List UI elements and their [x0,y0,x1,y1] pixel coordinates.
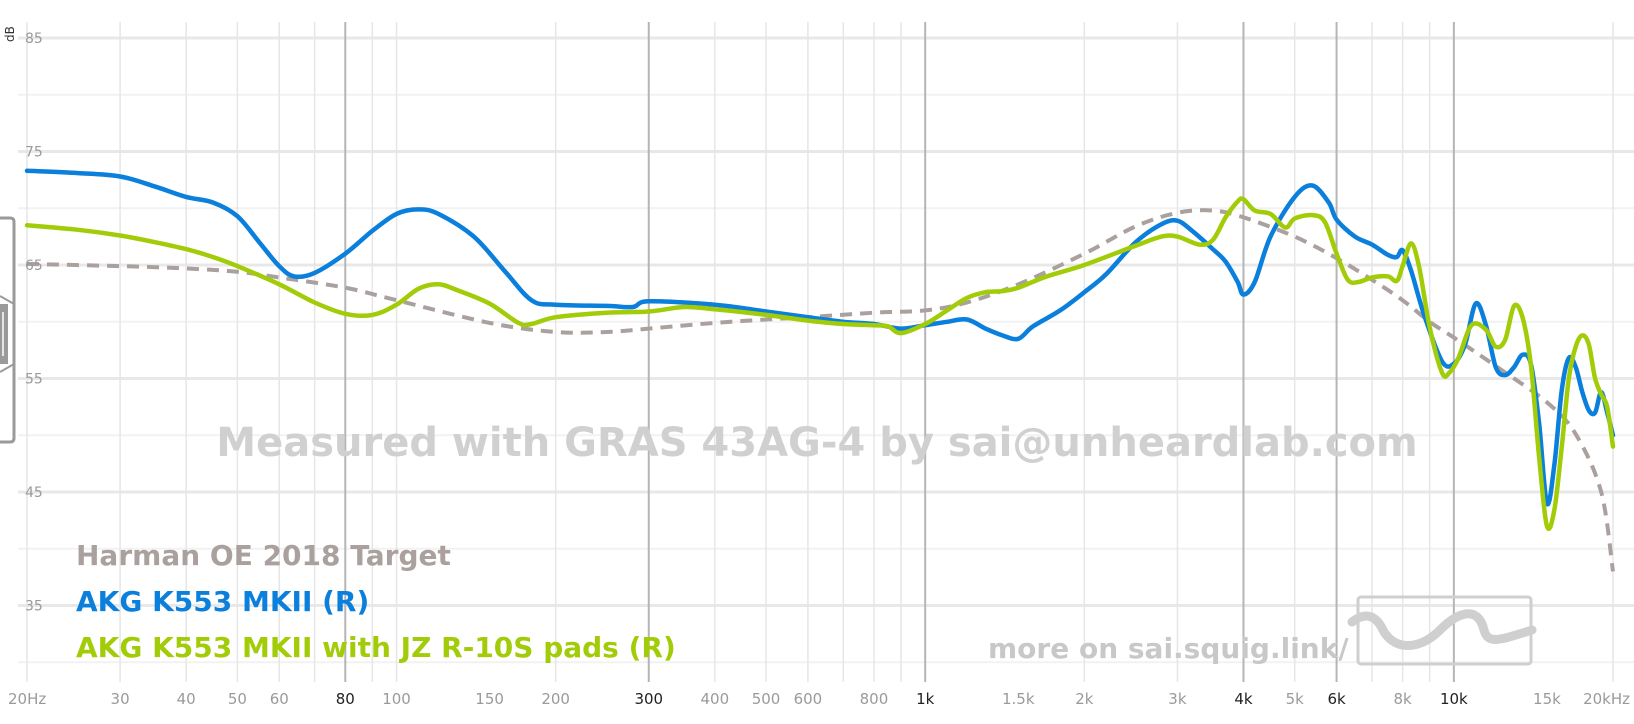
x-tick-label: 600 [794,690,823,708]
x-tick-label: 60 [270,690,289,708]
legend-entry-1[interactable]: AKG K553 MKII (R) [76,585,369,618]
x-tick-label: 1k [916,690,935,708]
watermark-text: Measured with GRAS 43AG-4 by sai@unheard… [216,420,1417,466]
series-line-2 [24,196,1616,532]
x-tick-label: 1.5k [1002,690,1035,708]
x-tick-label: 300 [634,690,663,708]
x-tick-label: 20Hz [8,690,46,708]
y-tick-label: 45 [25,485,43,501]
x-tick-label: 80 [336,690,355,708]
x-tick-label: 15k [1533,690,1561,708]
x-tick-label: 200 [541,690,570,708]
x-tick-label: 6k [1327,690,1346,708]
x-tick-label: 3k [1168,690,1187,708]
y-tick-label: 55 [25,372,43,388]
y-axis-label: dB [3,26,17,42]
y-tick-label: 65 [25,258,43,274]
series-line-1 [24,168,1616,507]
x-tick-label: 8k [1394,690,1413,708]
series-layer [24,168,1616,572]
x-tick-label: 100 [382,690,411,708]
x-tick-label: 4k [1234,690,1253,708]
zoom-handle-icon[interactable] [0,216,16,444]
legend-entry-0[interactable]: Harman OE 2018 Target [76,539,451,572]
x-tick-labels: 20Hz 30 40 50 60 80 100 150 200 300 400 500 600 800 1k… [8,690,1630,708]
x-tick-label: 5k [1286,690,1305,708]
x-tick-label: 50 [228,690,247,708]
x-tick-label: 150 [475,690,504,708]
legend: Harman OE 2018 Target AKG K553 MKII (R) AK… [76,539,676,664]
x-tick-label: 400 [700,690,729,708]
y-tick-labels: 85 75 65 55 45 35 [25,31,43,615]
x-tick-label: 800 [860,690,889,708]
y-tick-label: 75 [25,145,43,161]
x-tick-label: 2k [1075,690,1094,708]
y-gridlines [18,36,1634,664]
x-tick-label: 40 [177,690,196,708]
x-tick-label: 30 [111,690,130,708]
series-line-0 [26,208,1615,572]
x-tick-label: 10k [1440,690,1468,708]
x-tick-label: 20kHz [1583,690,1630,708]
legend-entry-2[interactable]: AKG K553 MKII with JZ R-10S pads (R) [76,631,676,664]
squiglink-logo [1347,595,1537,666]
footer-link-text: more on sai.squig.link/ [988,632,1349,665]
y-tick-label: 85 [25,31,43,47]
y-tick-label: 35 [25,599,43,615]
x-tick-label: 500 [752,690,781,708]
x-gridlines [26,22,1614,682]
